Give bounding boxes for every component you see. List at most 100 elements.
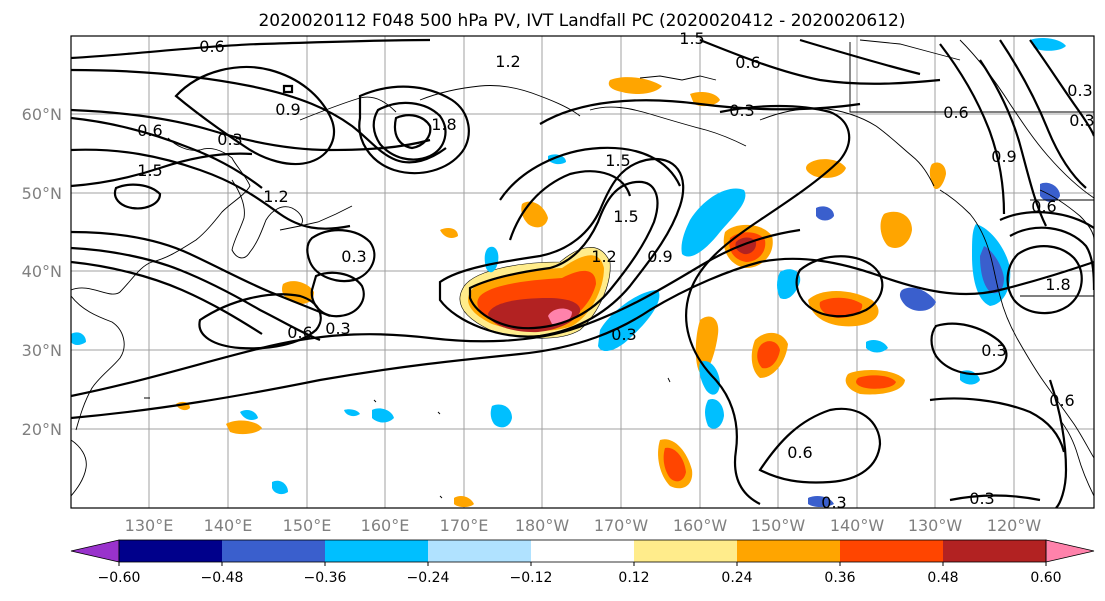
colorbar-tick-label: 0.36: [824, 570, 855, 586]
map-content: [71, 36, 1094, 508]
negative-anomaly-patch: [699, 360, 720, 395]
contour-label: 1.8: [1045, 275, 1070, 294]
colorbar-ticks: −0.60 −0.48 −0.36 −0.24 −0.12 0.12 0.24 0.36 0.4…: [98, 562, 1062, 586]
positive-anomaly-patch: [608, 77, 662, 94]
contour-label: 0.3: [821, 493, 846, 512]
contour-label: 0.3: [341, 247, 366, 266]
negative-anomaly-patch: [548, 154, 566, 165]
colorbar-tick-label: 0.60: [1030, 570, 1061, 586]
colorbar-segment: [222, 540, 326, 562]
lon-label: 140°E: [204, 516, 253, 535]
positive-anomaly-patch: [521, 201, 548, 228]
contour-label: 0.9: [991, 147, 1016, 166]
positive-anomaly-patch: [929, 162, 946, 190]
contour-label: 0.6: [1049, 391, 1074, 410]
negative-anomaly-patch: [681, 188, 746, 257]
lon-label: 170°E: [440, 516, 489, 535]
coastlines: [71, 39, 1094, 499]
contour-label: 0.3: [729, 101, 754, 120]
colorbar-segment: [634, 540, 738, 562]
contour-label: 1.5: [605, 151, 630, 170]
longitude-labels: 130°E 140°E 150°E 160°E 170°E 180°W 170°…: [125, 516, 1042, 535]
negative-anomaly-patch: [866, 340, 888, 353]
colorbar-tick-label: −0.36: [304, 570, 347, 586]
latitude-labels: 60°N 50°N 40°N 30°N 20°N: [22, 105, 62, 439]
lon-label: 160°E: [361, 516, 410, 535]
lon-label: 170°W: [594, 516, 649, 535]
negative-anomaly-patch: [372, 408, 394, 423]
contour-label: 0.6: [137, 121, 162, 140]
contour-label: 0.9: [275, 100, 300, 119]
contour-label: 1.5: [137, 161, 162, 180]
positive-anomaly-patch: [454, 496, 474, 507]
colorbar-segment: [840, 540, 944, 562]
colorbar-segment: [737, 540, 841, 562]
map-frame: [70, 35, 1095, 509]
figure-title: 2020020112 F048 500 hPa PV, IVT Landfall…: [258, 11, 905, 31]
positive-anomaly-patch: [440, 228, 458, 238]
lon-label: 150°W: [751, 516, 806, 535]
positive-anomaly-patch: [757, 341, 780, 369]
contour-label: 0.6: [199, 37, 224, 56]
positive-anomaly-patch: [690, 92, 720, 107]
negative-anomaly-patch: [980, 246, 1004, 294]
contour-label: 0.3: [217, 130, 242, 149]
lat-label: 50°N: [22, 184, 62, 203]
negative-anomaly-patch: [705, 398, 724, 429]
colorbar-tick-label: 0.12: [618, 570, 649, 586]
contour-label: 1.2: [495, 52, 520, 71]
contour-label: 0.6: [1031, 197, 1056, 216]
lon-label: 130°E: [125, 516, 174, 535]
negative-anomaly-patch: [777, 269, 801, 300]
negative-anomaly-patch: [272, 480, 288, 495]
colorbar-tick-label: −0.60: [98, 570, 141, 586]
negative-anomaly-patch: [71, 332, 86, 345]
positive-anomaly-patch: [880, 211, 912, 249]
contour-label: 0.6: [787, 443, 812, 462]
colorbar-segment: [943, 540, 1047, 562]
negative-anomaly-patch: [490, 404, 512, 428]
contour-label: 1.5: [679, 29, 704, 48]
colorbar-tick-label: −0.48: [201, 570, 244, 586]
contour-label: 0.3: [1067, 81, 1092, 100]
colorbar-segment: [531, 540, 635, 562]
negative-anomaly-patch: [344, 409, 360, 417]
colorbar: −0.60 −0.48 −0.36 −0.24 −0.12 0.12 0.24 0.36 0.4…: [70, 539, 1095, 586]
colorbar-segment: [119, 540, 223, 562]
lon-label: 180°W: [515, 516, 570, 535]
lat-label: 60°N: [22, 105, 62, 124]
contour-label: 0.6: [735, 53, 760, 72]
colorbar-tick-label: 0.48: [927, 570, 958, 586]
positive-anomaly-patch: [226, 420, 262, 435]
contour-label: 0.6: [287, 323, 312, 342]
contour-label: 1.2: [591, 247, 616, 266]
negative-anomaly-patch: [240, 410, 258, 420]
positive-anomaly-patch: [663, 447, 686, 482]
negative-anomaly-patch: [899, 287, 936, 311]
positive-anomaly-patch: [856, 375, 896, 389]
lon-label: 140°W: [830, 516, 885, 535]
positive-anomaly-patch: [819, 297, 863, 318]
contour-label: 0.3: [981, 341, 1006, 360]
colorbar-segments: [70, 539, 1095, 563]
negative-anomaly-patch: [816, 206, 834, 221]
lat-label: 20°N: [22, 420, 62, 439]
lon-label: 130°W: [908, 516, 963, 535]
colorbar-segment: [428, 540, 532, 562]
contour-label: 0.9: [647, 247, 672, 266]
colorbar-extend-min: [70, 539, 120, 563]
lat-label: 30°N: [22, 341, 62, 360]
colorbar-frame: [118, 539, 1047, 563]
contour-label: 1.2: [263, 187, 288, 206]
ivt-filled-anomalies: [71, 38, 1066, 507]
contour-label: 0.3: [1069, 111, 1094, 130]
negative-anomaly-patch: [808, 496, 834, 507]
lat-label: 40°N: [22, 262, 62, 281]
negative-anomaly-patch: [1030, 38, 1066, 51]
colorbar-tick-label: −0.12: [510, 570, 553, 586]
contour-label: 0.3: [325, 319, 350, 338]
contour-label: 0.6: [943, 103, 968, 122]
contour-labels: 0.6 1.2 1.5 0.6 0.9 0.3 0.6 1.5 0.3 1.2 …: [137, 29, 1094, 512]
colorbar-tick-label: −0.24: [407, 570, 450, 586]
